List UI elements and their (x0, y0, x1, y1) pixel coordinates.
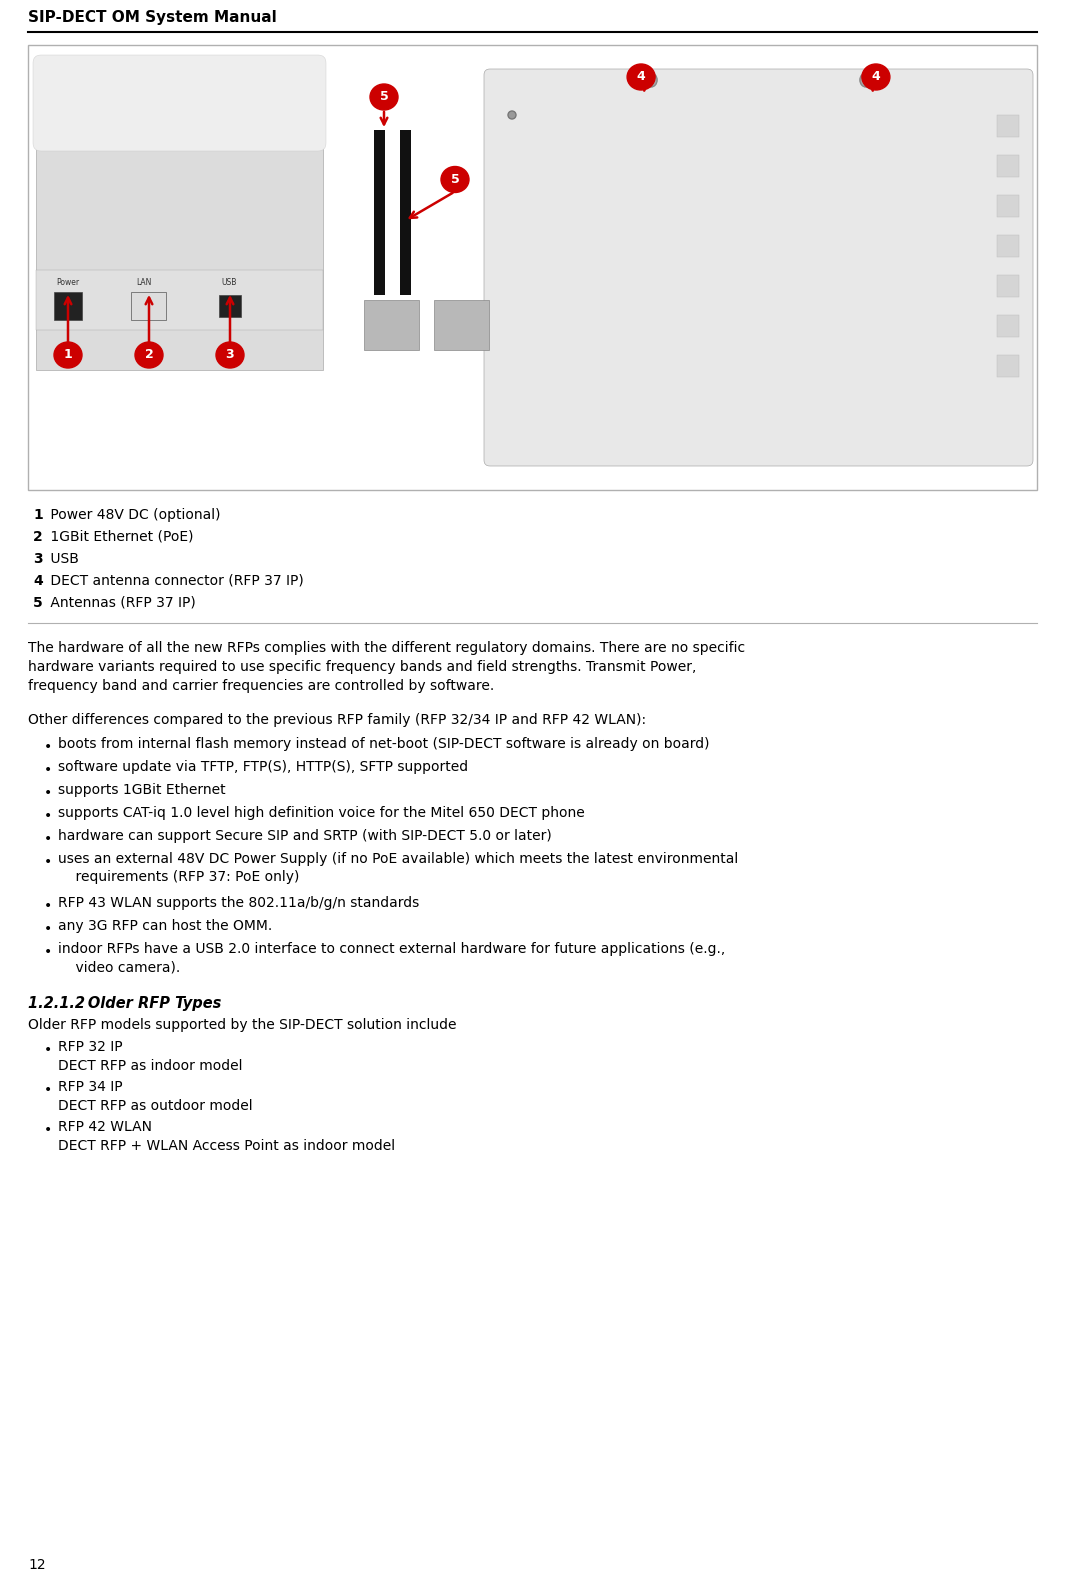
Text: uses an external 48V DC Power Supply (if no PoE available) which meets the lates: uses an external 48V DC Power Supply (if… (58, 852, 738, 885)
Text: any 3G RFP can host the OMM.: any 3G RFP can host the OMM. (58, 918, 273, 933)
Ellipse shape (54, 343, 82, 368)
Text: 5: 5 (379, 90, 389, 103)
Text: DECT RFP as outdoor model: DECT RFP as outdoor model (58, 1099, 252, 1113)
Text: supports 1GBit Ethernet: supports 1GBit Ethernet (58, 783, 226, 798)
Text: 1: 1 (33, 508, 43, 522)
Bar (374, 130, 386, 295)
Text: •: • (44, 763, 52, 777)
Text: 12: 12 (28, 1557, 46, 1572)
Bar (28, 44, 1037, 490)
Bar (997, 155, 1019, 178)
Ellipse shape (627, 63, 655, 90)
Text: DECT RFP as indoor model: DECT RFP as indoor model (58, 1059, 243, 1074)
Text: RFP 32 IP: RFP 32 IP (58, 1040, 122, 1055)
Text: SIP-DECT OM System Manual: SIP-DECT OM System Manual (28, 10, 277, 25)
Text: 1.2.1.2 Older RFP Types: 1.2.1.2 Older RFP Types (28, 996, 222, 1010)
Text: RFP 43 WLAN supports the 802.11a/b/g/n standards: RFP 43 WLAN supports the 802.11a/b/g/n s… (58, 896, 420, 910)
Text: •: • (44, 809, 52, 823)
Text: Power 48V DC (optional): Power 48V DC (optional) (46, 508, 220, 522)
Bar (997, 195, 1019, 217)
Text: 1GBit Ethernet (PoE): 1GBit Ethernet (PoE) (46, 530, 194, 544)
Text: •: • (44, 855, 52, 869)
Text: 5: 5 (450, 173, 459, 186)
Text: LAN: LAN (136, 278, 151, 287)
Text: supports CAT-iq 1.0 level high definition voice for the Mitel 650 DECT phone: supports CAT-iq 1.0 level high definitio… (58, 806, 585, 820)
Text: 3: 3 (226, 349, 234, 362)
Text: The hardware of all the new RFPs complies with the different regulatory domains.: The hardware of all the new RFPs complie… (28, 641, 746, 693)
Bar (36, 73, 323, 370)
Text: Other differences compared to the previous RFP family (RFP 32/34 IP and RFP 42 W: Other differences compared to the previo… (28, 714, 646, 726)
Text: 3: 3 (33, 552, 43, 566)
Text: Antennas (RFP 37 IP): Antennas (RFP 37 IP) (46, 596, 196, 611)
Ellipse shape (135, 343, 163, 368)
Bar (435, 300, 489, 351)
Ellipse shape (508, 111, 517, 119)
Bar (400, 130, 411, 295)
Text: •: • (44, 787, 52, 799)
Bar (364, 300, 419, 351)
Text: •: • (44, 741, 52, 753)
Ellipse shape (645, 73, 657, 87)
Text: Older RFP models supported by the SIP-DECT solution include: Older RFP models supported by the SIP-DE… (28, 1018, 457, 1032)
Bar (54, 292, 82, 320)
Text: •: • (44, 945, 52, 960)
Bar (997, 316, 1019, 336)
Text: USB: USB (46, 552, 79, 566)
Text: DECT antenna connector (RFP 37 IP): DECT antenna connector (RFP 37 IP) (46, 574, 304, 588)
Text: •: • (44, 921, 52, 936)
Text: •: • (44, 833, 52, 845)
Bar (997, 274, 1019, 297)
Bar (997, 355, 1019, 377)
Ellipse shape (370, 84, 398, 109)
Text: RFP 34 IP: RFP 34 IP (58, 1080, 122, 1094)
Text: •: • (44, 1123, 52, 1137)
Text: indoor RFPs have a USB 2.0 interface to connect external hardware for future app: indoor RFPs have a USB 2.0 interface to … (58, 942, 725, 974)
Bar (219, 295, 241, 317)
Text: software update via TFTP, FTP(S), HTTP(S), SFTP supported: software update via TFTP, FTP(S), HTTP(S… (58, 760, 469, 774)
Text: 4: 4 (637, 70, 645, 84)
Text: 4: 4 (33, 574, 43, 588)
Text: •: • (44, 1083, 52, 1098)
Text: 2: 2 (33, 530, 43, 544)
Ellipse shape (862, 63, 890, 90)
FancyBboxPatch shape (33, 56, 326, 151)
Bar (997, 116, 1019, 136)
Text: •: • (44, 1044, 52, 1056)
Text: hardware can support Secure SIP and SRTP (with SIP-DECT 5.0 or later): hardware can support Secure SIP and SRTP… (58, 829, 552, 844)
FancyBboxPatch shape (484, 70, 1033, 466)
Bar (997, 235, 1019, 257)
Bar (131, 292, 166, 320)
Text: 5: 5 (33, 596, 43, 611)
Bar (36, 270, 323, 330)
Text: Power: Power (56, 278, 79, 287)
Text: USB: USB (222, 278, 236, 287)
Text: DECT RFP + WLAN Access Point as indoor model: DECT RFP + WLAN Access Point as indoor m… (58, 1139, 395, 1153)
Text: boots from internal flash memory instead of net-boot (SIP-DECT software is alrea: boots from internal flash memory instead… (58, 737, 709, 752)
Ellipse shape (441, 167, 469, 192)
Text: 1: 1 (64, 349, 72, 362)
Text: •: • (44, 899, 52, 914)
Text: RFP 42 WLAN: RFP 42 WLAN (58, 1120, 152, 1134)
Text: 4: 4 (871, 70, 881, 84)
Ellipse shape (216, 343, 244, 368)
Ellipse shape (859, 73, 872, 87)
Text: 2: 2 (145, 349, 153, 362)
